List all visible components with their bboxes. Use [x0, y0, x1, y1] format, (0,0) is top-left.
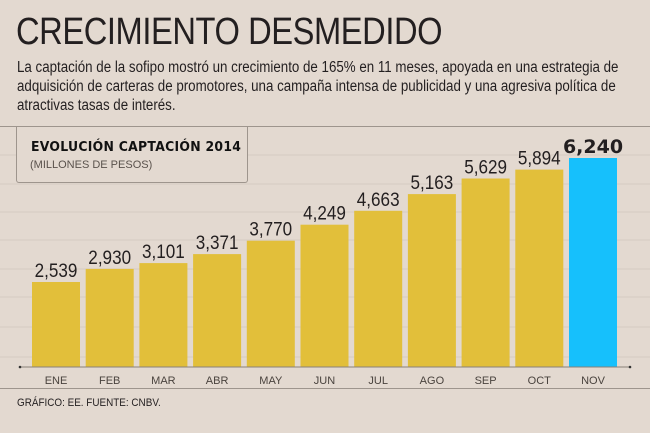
- value-label-jun: 4,249: [303, 203, 346, 224]
- value-label-abr: 3,371: [196, 232, 239, 253]
- value-label-ene: 2,539: [35, 260, 78, 281]
- bars: [32, 158, 617, 367]
- x-tick-label-jun: JUN: [314, 375, 335, 387]
- value-label-may: 3,770: [249, 219, 292, 240]
- x-axis: [18, 365, 632, 369]
- axis-end-dot: [18, 365, 22, 369]
- bar-sep: [461, 178, 510, 367]
- x-tick-label-jul: JUL: [368, 375, 388, 387]
- chart-title: EVOLUCIÓN CAPTACIÓN 2014: [31, 139, 242, 155]
- bar-jul: [354, 210, 403, 367]
- bottom-divider: [0, 388, 650, 389]
- x-tick-label-abr: ABR: [206, 375, 229, 387]
- bar-feb: [85, 268, 134, 367]
- bar-ago: [407, 194, 456, 367]
- source-credit: GRÁFICO: EE. FUENTE: CNBV.: [17, 397, 161, 409]
- intro-paragraph: La captación de la sofipo mostró un crec…: [17, 59, 619, 114]
- value-label-oct: 5,894: [518, 148, 561, 169]
- bar-jun: [300, 224, 349, 367]
- x-tick-label-may: MAY: [259, 375, 283, 387]
- bar-ene: [32, 282, 80, 367]
- bar-oct: [515, 169, 564, 367]
- bar-nov: [569, 158, 617, 367]
- x-tick-labels: ENE FEB MAR ABR MAY JUN JUL AGO SEP OCT NOV: [45, 375, 606, 387]
- value-label-sep: 5,629: [464, 157, 507, 178]
- top-divider: [0, 126, 650, 127]
- value-label-jul: 4,663: [357, 189, 400, 210]
- page-title: CRECIMIENTO DESMEDIDO: [16, 11, 443, 53]
- x-tick-label-feb: FEB: [99, 375, 120, 387]
- chart-legend-box: EVOLUCIÓN CAPTACIÓN 2014 (MILLONES DE PE…: [16, 127, 248, 183]
- axis-end-dot: [628, 365, 632, 369]
- x-tick-label-nov: NOV: [581, 375, 606, 387]
- bar-abr: [193, 254, 242, 367]
- value-labels: 2,539 2,930 3,101 3,371 3,770 4,249 4,663 5,163…: [35, 136, 623, 281]
- value-label-mar: 3,101: [142, 241, 185, 262]
- value-label-feb: 2,930: [88, 247, 131, 268]
- bar-mar: [139, 263, 188, 367]
- value-label-ago: 5,163: [411, 172, 454, 193]
- x-tick-label-ago: AGO: [420, 375, 445, 387]
- bar-may: [246, 240, 295, 367]
- x-tick-label-oct: OCT: [528, 375, 552, 387]
- x-tick-label-ene: ENE: [45, 375, 68, 387]
- x-tick-label-mar: MAR: [151, 375, 176, 387]
- chart-units: (MILLONES DE PESOS): [30, 159, 153, 171]
- value-label-nov: 6,240: [563, 136, 623, 158]
- x-tick-label-sep: SEP: [475, 375, 497, 387]
